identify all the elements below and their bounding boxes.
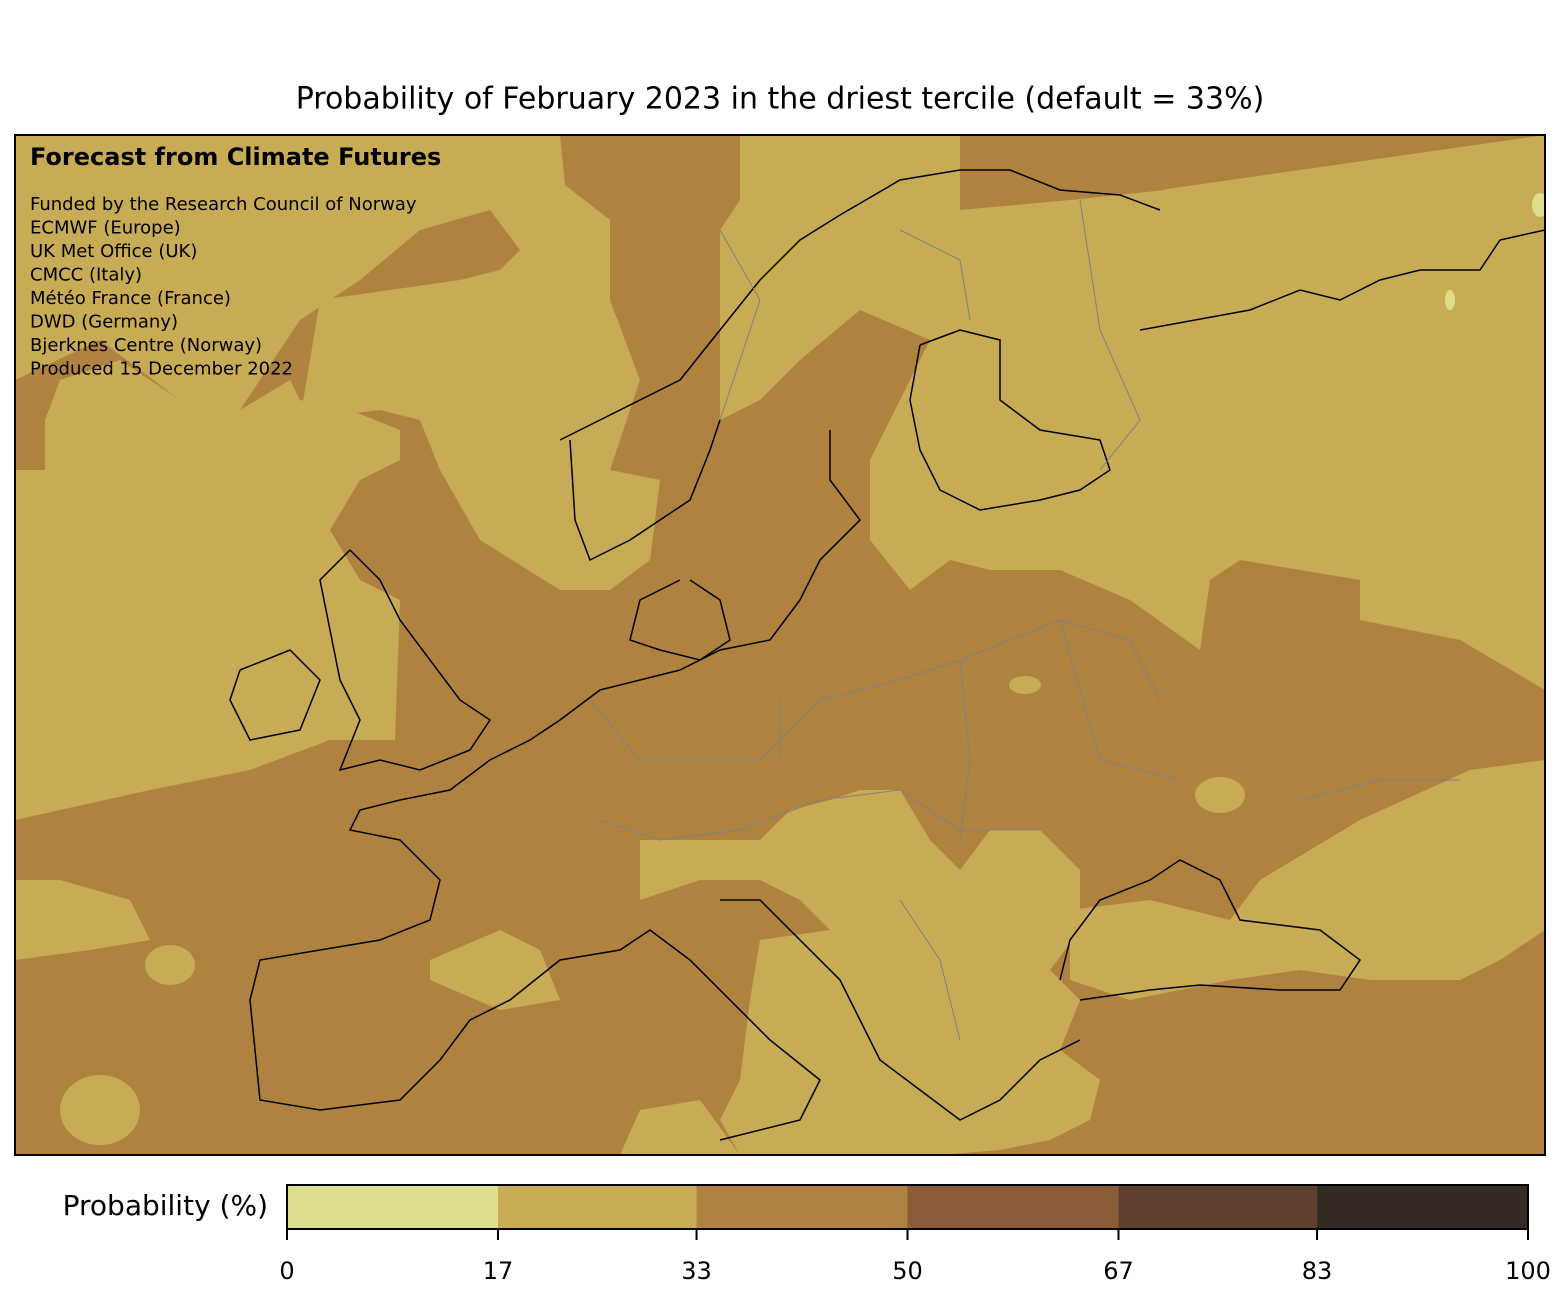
tick-label: 83	[1302, 1257, 1333, 1285]
region	[15, 360, 400, 820]
colorbar-segment	[1317, 1185, 1528, 1229]
region	[1532, 193, 1545, 217]
tick-label: 0	[279, 1257, 294, 1285]
region	[960, 135, 1165, 200]
region	[1195, 777, 1245, 813]
credit-line: CMCC (Italy)	[30, 265, 142, 286]
credit-line: Météo France (France)	[30, 288, 231, 309]
region	[640, 790, 1100, 1155]
credit-line: Produced 15 December 2022	[30, 359, 293, 380]
credit-line: DWD (Germany)	[30, 312, 178, 333]
colorbar-segment	[907, 1185, 1119, 1229]
region	[1445, 290, 1455, 310]
region	[15, 880, 150, 960]
region	[1009, 676, 1041, 694]
tick-label: 17	[483, 1257, 514, 1285]
credits: Funded by the Research Council of Norway…	[30, 194, 417, 380]
credit-line: Funded by the Research Council of Norway	[30, 194, 417, 215]
map	[15, 135, 1545, 1155]
colorbar-segment	[497, 1185, 697, 1229]
colorbar-label: Probability (%)	[63, 1189, 268, 1222]
map-heading: Forecast from Climate Futures	[30, 143, 441, 171]
credit-line: Bjerknes Centre (Norway)	[30, 335, 262, 356]
coastline	[249, 169, 1545, 1141]
border	[589, 199, 1460, 1041]
region	[620, 1100, 740, 1155]
colorbar-segment	[1118, 1185, 1318, 1229]
region	[720, 135, 1545, 690]
tick-label: 33	[681, 1257, 712, 1285]
credit-line: ECMWF (Europe)	[30, 218, 181, 239]
credit-line: UK Met Office (UK)	[30, 241, 197, 262]
colorbar: 0 17 33 50 67 83 100	[279, 1184, 1551, 1285]
region	[15, 400, 45, 470]
region	[145, 945, 195, 985]
tick-label: 50	[892, 1257, 923, 1285]
map-frame	[14, 134, 1546, 1156]
colorbar-segment	[696, 1185, 908, 1229]
colorbar-segment	[287, 1185, 498, 1229]
title: Probability of February 2023 in the drie…	[296, 82, 1265, 117]
tick-label: 100	[1505, 1257, 1551, 1285]
region	[15, 135, 660, 590]
region	[430, 930, 560, 1010]
region	[1070, 760, 1545, 1000]
coastline	[229, 549, 492, 772]
tick-label: 67	[1103, 1257, 1134, 1285]
region	[60, 1075, 140, 1145]
